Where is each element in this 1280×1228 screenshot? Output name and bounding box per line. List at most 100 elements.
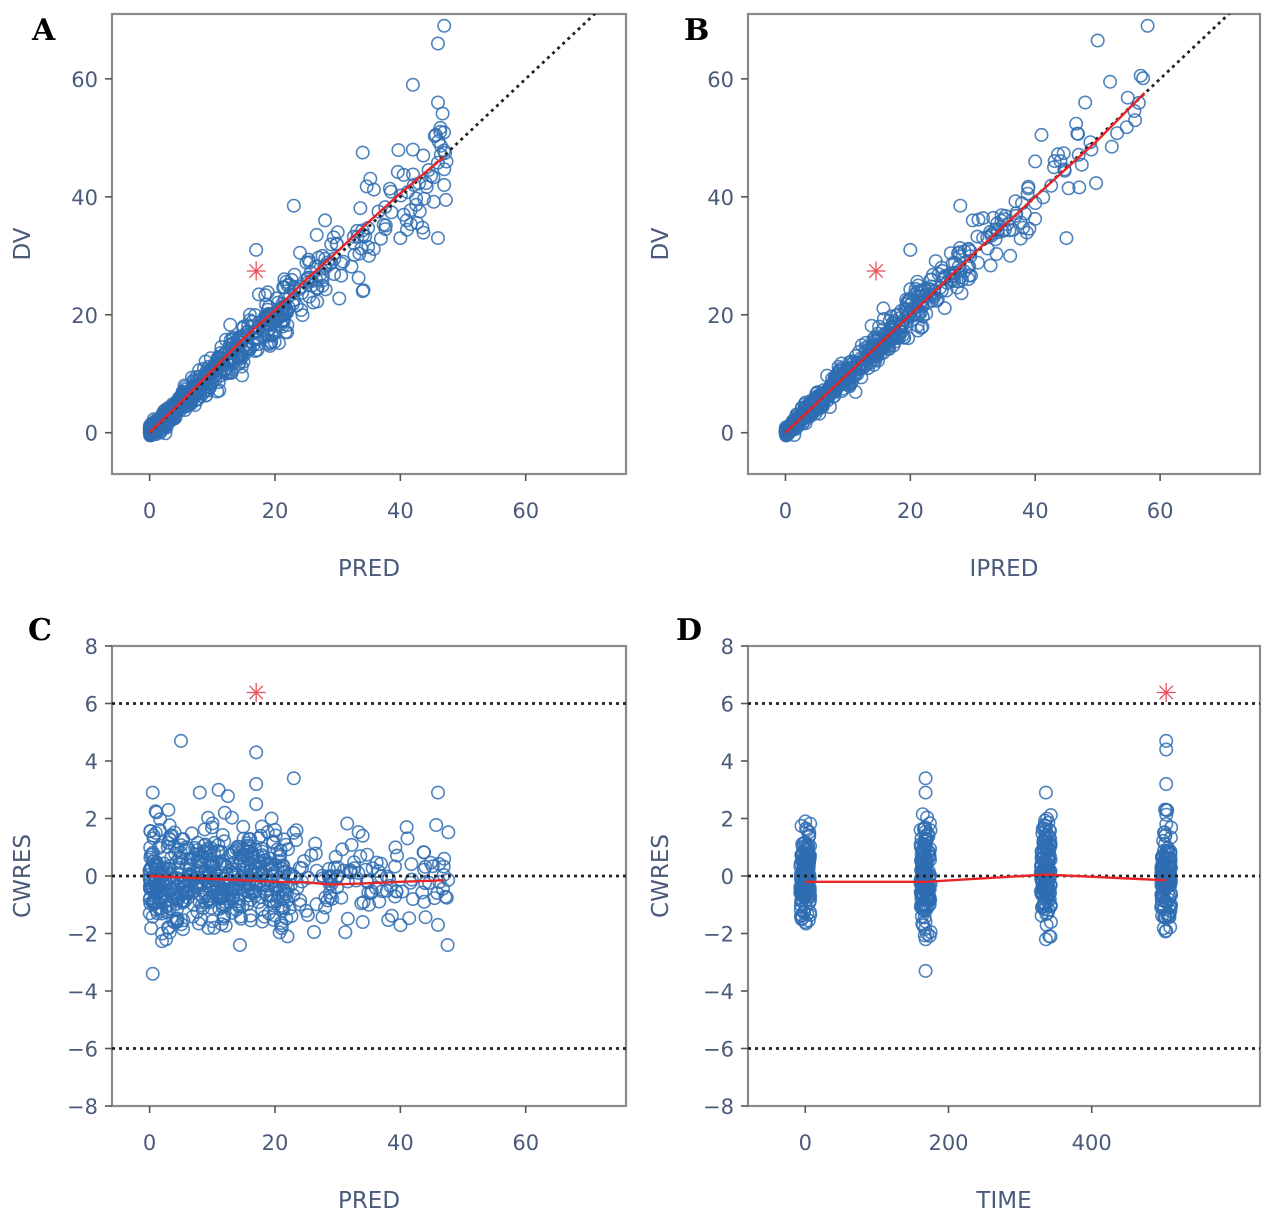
panel-a-y-tick-label: 20	[71, 304, 98, 328]
panel-c-data-point	[347, 855, 362, 870]
panel-b-data-point	[908, 281, 923, 296]
panel-c-data-point	[430, 785, 445, 800]
panel-c-data-point	[286, 825, 301, 840]
panel-d-outlier-marker: ✳	[1155, 679, 1177, 709]
panel-d-y-tick-label: 8	[721, 635, 734, 659]
panel-c-data-point	[415, 885, 430, 900]
panel-d-data-point	[1159, 802, 1174, 817]
panel-d-data-point	[1040, 811, 1055, 826]
panel-a-x-tick-label: 60	[512, 499, 539, 523]
panel-c-data-point	[340, 874, 355, 889]
panel-c-x-tick-label: 40	[387, 1131, 414, 1155]
panel-c-data-point	[190, 904, 205, 919]
panel-b-data-point	[1047, 160, 1062, 175]
panel-b-data-point	[882, 341, 897, 356]
panel-d-data-point	[798, 814, 813, 829]
panel-b-x-tick-label: 20	[897, 499, 924, 523]
panel-d-letter: D	[676, 613, 702, 648]
panel-b-trend-line	[784, 92, 1146, 434]
panel-b-data-point	[894, 303, 909, 318]
panel-d-data-point	[922, 928, 937, 943]
panel-c-data-point	[192, 895, 207, 910]
panel-d-y-tick-label: −6	[703, 1038, 734, 1062]
panel-d-data-point	[1038, 822, 1053, 837]
panel-c-data-point	[325, 891, 340, 906]
panel-b-data-point	[923, 287, 938, 302]
panel-c-data-point	[171, 891, 186, 906]
panel-c-y-tick-label: 2	[85, 808, 98, 832]
panel-a-trend-line	[148, 155, 445, 434]
panel-d-data-point	[1156, 921, 1171, 936]
panel-d-data-point	[798, 914, 813, 929]
panel-c-data-point	[322, 885, 337, 900]
panel-d-y-axis-label: CWRES	[648, 834, 674, 918]
panel-b-data-point	[1136, 71, 1151, 86]
panel-a-data-point	[236, 319, 251, 334]
panel-b-data-point	[1069, 116, 1084, 131]
panel-b-letter: B	[684, 13, 709, 48]
panel-a-data-point	[246, 337, 261, 352]
panel-c-data-point	[217, 805, 232, 820]
panel-c-data-point	[205, 914, 220, 929]
panel-d-data-point	[1038, 932, 1053, 947]
panel-b-data-point	[914, 320, 929, 335]
panel-a-data-point	[405, 142, 420, 157]
panel-b-data-point	[890, 307, 905, 322]
panel-d-data-point	[1159, 894, 1174, 909]
panel-a-data-point	[144, 423, 159, 438]
panel-a-y-axis-label: DV	[10, 227, 36, 260]
panel-c-x-tick-label: 0	[143, 1131, 156, 1155]
panel-a-data-point	[405, 77, 420, 92]
panel-b-data-point	[983, 258, 998, 273]
panel-a-data-point	[396, 167, 411, 182]
panel-b-data-point	[1019, 225, 1034, 240]
panel-b-data-point	[1089, 176, 1104, 191]
panel-c-data-point	[149, 887, 164, 902]
panel-c-data-point	[438, 889, 453, 904]
panel-a-data-point	[437, 178, 452, 193]
panel-c-data-point	[299, 903, 314, 918]
panel-b-y-tick-label: 20	[707, 304, 734, 328]
panel-c-data-point	[207, 835, 222, 850]
panel-c-data-point	[220, 789, 235, 804]
panel-a-data-point	[295, 308, 310, 323]
panel-c-data-point	[282, 901, 297, 916]
panel-c-data-point	[153, 812, 168, 827]
panel-c-data-point	[389, 884, 404, 899]
panel-c-data-point	[145, 785, 160, 800]
panel-a-data-point	[393, 188, 408, 203]
panel-c-data-point	[236, 831, 251, 846]
panel-d-data-point	[1038, 785, 1053, 800]
panel-c-data-point	[176, 832, 191, 847]
panel-b-data-point	[1000, 217, 1015, 232]
panel-c-data-point	[354, 896, 369, 911]
panel-c-data-point	[417, 894, 432, 909]
panel-a-x-tick-label: 40	[387, 499, 414, 523]
panel-b-data-point	[976, 211, 991, 226]
panel-b-y-tick-label: 0	[721, 422, 734, 446]
panel-c-data-point	[294, 861, 309, 876]
panel-d-data-point	[915, 807, 930, 822]
panel-b-plot-frame	[746, 12, 1262, 476]
panel-d-data-point	[913, 885, 928, 900]
panel-a-data-point	[426, 170, 441, 185]
panel-d-data-point	[918, 834, 933, 849]
panel-a-data-point	[415, 220, 430, 235]
panel-a-y-tick-label: 40	[71, 186, 98, 210]
panel-c-data-point	[318, 890, 333, 905]
panel-a-data-point	[399, 222, 414, 237]
panel-c-cwres-vs-pred: 0 20 40 60 −8 −6 −4 −2 0 2 4 6 8 PRED CWRES C ✳	[10, 613, 628, 1214]
panel-a-data-point	[437, 18, 452, 33]
panel-b-data-point	[1119, 120, 1134, 135]
panel-b-data-point	[1022, 221, 1037, 236]
panel-a-data-point	[318, 282, 333, 297]
panel-b-data-point	[940, 275, 955, 290]
panel-c-data-point	[148, 825, 163, 840]
panel-b-data-point	[923, 272, 938, 287]
panel-c-y-tick-label: −2	[67, 923, 98, 947]
panel-b-data-point	[1059, 231, 1074, 246]
panel-d-data-point	[1164, 820, 1179, 835]
panel-c-data-point	[286, 771, 301, 786]
panel-d-trend-line	[805, 873, 1167, 883]
panel-c-data-point	[174, 733, 189, 748]
